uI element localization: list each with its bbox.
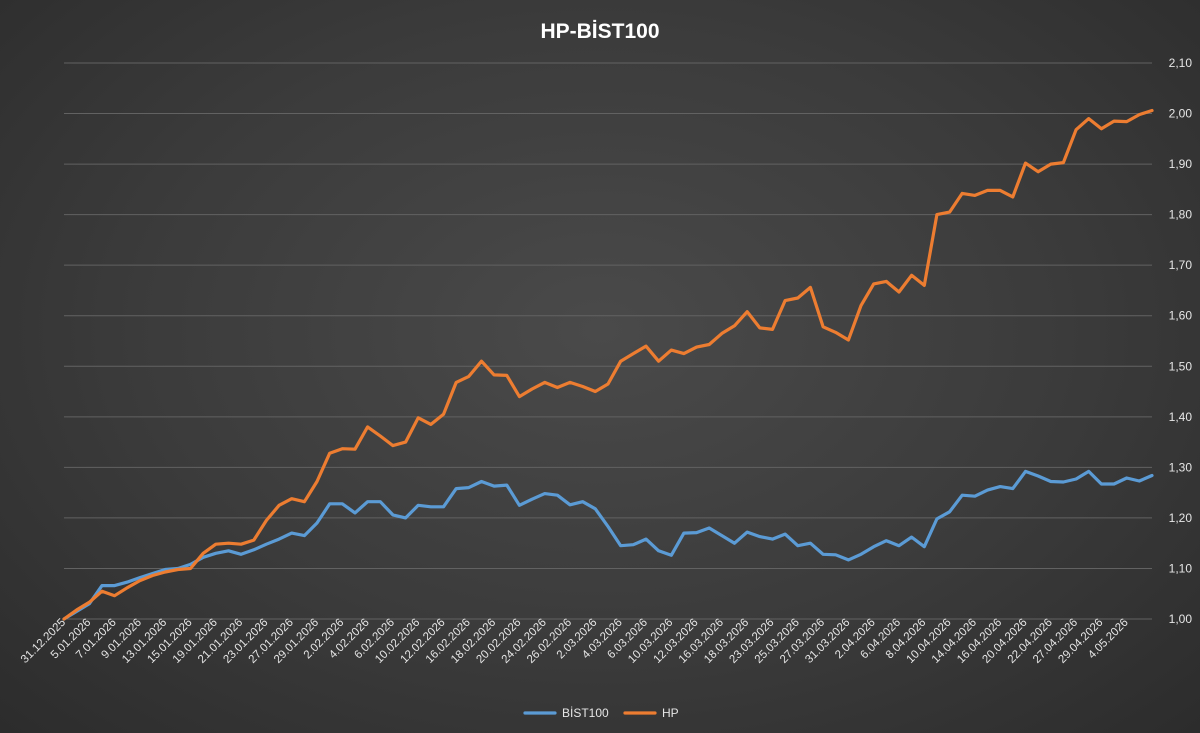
y-tick-label: 1,90 — [1169, 157, 1193, 171]
y-tick-label: 1,00 — [1169, 612, 1193, 626]
y-axis-ticks: 1,00 1,10 1,20 1,30 1,40 1,50 1,60 1,70 1,80 1,90… — [1169, 56, 1193, 626]
legend-label-hp: HP — [662, 706, 679, 720]
y-tick-label: 2,10 — [1169, 56, 1193, 70]
x-axis-ticks: 31.12.20255.01.20267.01.20269.01.202613.… — [19, 617, 1131, 666]
y-tick-label: 1,70 — [1169, 258, 1193, 272]
series-line-bist100 — [62, 469, 1154, 621]
y-tick-label: 1,40 — [1169, 410, 1193, 424]
gridlines — [64, 62, 1152, 620]
legend-label-bist100: BİST100 — [562, 706, 609, 720]
y-tick-label: 2,00 — [1169, 107, 1193, 121]
y-tick-label: 1,30 — [1169, 460, 1193, 474]
chart-title: HP-BİST100 — [540, 20, 659, 43]
y-tick-label: 1,20 — [1169, 511, 1193, 525]
series-line-hp — [62, 108, 1154, 621]
y-tick-label: 1,10 — [1169, 561, 1193, 575]
y-tick-label: 1,60 — [1169, 309, 1193, 323]
series-lines — [62, 108, 1154, 621]
y-tick-label: 1,50 — [1169, 359, 1193, 373]
legend: BİST100 HP — [523, 706, 679, 720]
y-tick-label: 1,80 — [1169, 208, 1193, 222]
